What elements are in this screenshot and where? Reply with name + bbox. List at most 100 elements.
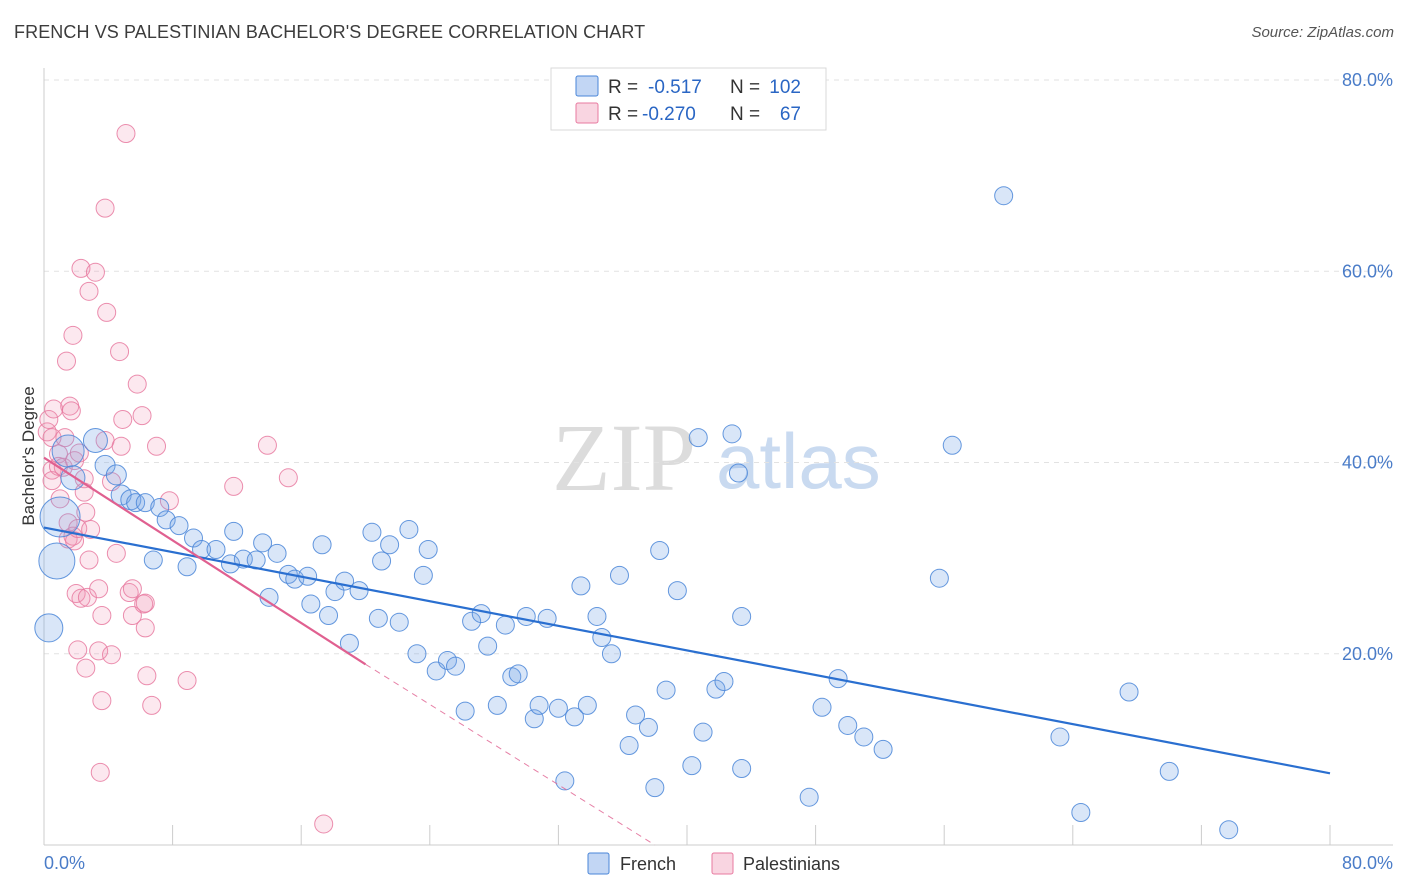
french-trend-line [43,526,1331,775]
french-point-91 [873,739,893,759]
palestinians-point-5 [44,399,64,419]
palestinians-point-18 [65,531,85,551]
french-point-92 [929,568,949,588]
palestinians-point-48 [119,583,139,603]
french-point-21 [224,521,244,541]
axes [43,68,1393,846]
legend-n-label-french: N = [730,77,760,98]
palestinians-point-39 [95,198,115,218]
palestinians-point-27 [76,502,96,522]
y-axis-tick-labels: 20.0% 40.0% 60.0% 80.0% [1342,70,1393,664]
palestinians-point-34 [89,579,109,599]
french-point-75 [656,680,676,700]
french-point-16 [177,557,197,577]
french-point-5 [82,428,108,454]
french-point-62 [555,771,575,791]
french-point-82 [722,424,742,444]
french-point-45 [418,540,438,560]
french-point-7 [105,464,127,486]
palestinians-point-61 [224,476,244,496]
french-point-59 [529,695,549,715]
legend-r-value-french: -0.517 [648,77,702,98]
french-point-32 [319,606,339,625]
french-point-54 [495,615,515,635]
palestinians-point-41 [97,302,117,322]
french-point-3 [51,434,85,468]
french-point-4 [60,465,86,491]
french-point-48 [446,656,466,676]
palestinians-point-36 [90,762,110,782]
legend-n-value-palestinians: 67 [780,104,801,125]
watermark-zip: ZIP [552,404,696,511]
legend-n-value-french: 102 [769,77,801,98]
bottom-legend-swatch-french [587,852,610,875]
french-point-83 [728,463,748,483]
french-point-35 [339,633,359,653]
palestinians-point-63 [278,468,298,488]
french-point-38 [368,608,388,628]
french-point-2 [39,496,81,538]
legend-box [550,67,827,131]
french-point-37 [362,522,382,542]
legend-r-value-palestinians: -0.270 [642,104,696,125]
x-axis-ticks [43,825,1331,845]
french-point-39 [372,551,392,571]
french-point-41 [389,612,409,632]
french-point-98 [1159,761,1179,781]
french-point-56 [508,664,528,684]
french-point-79 [693,722,713,742]
palestinians-point-47 [116,124,136,144]
french-point-36 [349,581,369,601]
french-point-71 [626,705,646,725]
palestinians-point-59 [159,491,179,511]
palestinians-point-11 [57,351,77,371]
french-point-93 [942,435,962,455]
french-point-66 [587,606,607,626]
french-point-73 [645,778,665,798]
palestinians-point-35 [89,641,109,661]
french-series [34,186,1239,840]
french-point-1 [38,542,76,580]
bottom-legend-label-palestinians: Palestinians [743,854,840,874]
palestinians-point-37 [92,691,112,711]
french-point-89 [838,715,858,735]
palestinians-point-31 [79,550,99,570]
french-point-63 [564,707,584,727]
legend-n-label-palestinians: N = [730,104,760,125]
palestinians-point-49 [122,579,142,599]
palestinians-point-10 [55,428,75,448]
french-point-84 [732,759,752,778]
french-point-12 [150,497,170,517]
palestinians-point-64 [314,814,334,834]
legend: R = -0.517 N = 102 R = -0.270 N = 67 [550,67,827,131]
french-point-86 [799,787,819,807]
french-point-85 [732,606,752,626]
bottom-legend-label-french: French [620,854,676,874]
palestinians-point-50 [122,606,142,625]
bottom-legend-swatch-palestinians [711,852,734,875]
french-point-51 [471,604,491,624]
french-point-76 [667,581,687,601]
palestinians-point-45 [111,436,131,456]
french-point-17 [183,528,203,548]
french-point-99 [1219,820,1239,840]
legend-r-label-palestinians: R = [608,104,638,125]
french-point-26 [267,543,287,563]
french-point-14 [169,516,189,536]
palestinians-series [37,124,334,834]
french-point-68 [601,644,621,664]
palestinians-point-42 [102,645,122,665]
french-point-40 [380,535,400,555]
y-tick-label-80: 80.0% [1342,70,1393,90]
y-tick-label-60: 60.0% [1342,261,1393,281]
palestinians-point-52 [132,406,152,426]
french-point-67 [592,627,612,647]
chart-title: FRENCH VS PALESTINIAN BACHELOR'S DEGREE … [14,22,646,42]
french-point-94 [994,186,1014,206]
french-point-90 [854,727,874,747]
french-point-95 [1050,727,1070,747]
palestinians-point-16 [63,325,83,345]
legend-r-label-french: R = [608,77,638,98]
palestinians-point-38 [92,606,112,625]
